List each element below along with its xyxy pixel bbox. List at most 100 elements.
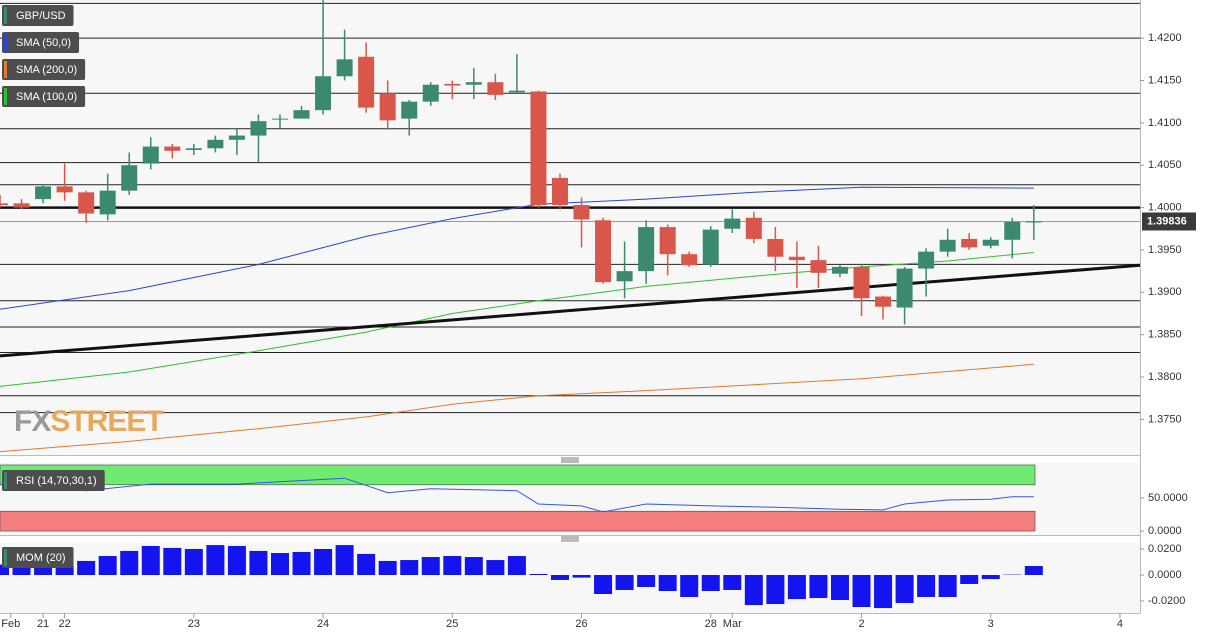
mom-bar — [723, 575, 742, 590]
legend-label: RSI (14,70,30,1) — [16, 475, 97, 487]
mom-bar — [529, 573, 548, 576]
mom-bar — [270, 553, 289, 576]
y-tick-label: 1.4150 — [1148, 74, 1182, 86]
mom-bar — [335, 545, 354, 576]
x-tick-label: 3 — [988, 618, 994, 630]
splitter-handle[interactable] — [561, 457, 579, 463]
sma-line — [0, 363, 1034, 453]
candle-body — [918, 251, 935, 269]
price-panel — [0, 0, 1140, 455]
x-tick-label: 4 — [1117, 618, 1123, 630]
watermark-prefix: FX — [14, 405, 51, 438]
legend-entry: SMA (100,0) — [2, 86, 86, 107]
mom-bar — [830, 575, 849, 600]
candle-body — [551, 177, 568, 206]
legend-swatch — [4, 88, 7, 105]
candle-body — [228, 135, 245, 140]
candle-body — [250, 121, 267, 136]
candle-body — [142, 146, 159, 164]
x-tick-label: Feb — [1, 618, 20, 630]
legend-label: SMA (200,0) — [16, 64, 77, 76]
mom-bar — [12, 564, 31, 576]
candle-body — [78, 192, 95, 214]
candle-body — [831, 266, 848, 274]
candle-body — [465, 82, 482, 85]
overbought-zone — [0, 464, 1036, 486]
mom-bar — [701, 575, 720, 592]
y-tick-label: 1.4200 — [1148, 32, 1182, 44]
candle-body — [336, 59, 353, 77]
mom-bar — [680, 575, 699, 597]
candle-body — [164, 146, 181, 151]
candle-body — [13, 203, 30, 208]
candle-body — [508, 90, 525, 93]
candle-body — [293, 110, 310, 119]
mom-bar — [163, 547, 182, 576]
y-tick-label: -0.0200 — [1148, 595, 1185, 607]
y-tick-label: 1.3900 — [1148, 286, 1182, 298]
mom-bar — [486, 560, 505, 576]
x-tick-label: 26 — [575, 618, 587, 630]
oversold-zone — [0, 510, 1036, 532]
last-price-box — [1142, 212, 1196, 231]
legend-swatch — [4, 472, 7, 489]
mom-bar — [464, 557, 483, 576]
candle-body — [487, 82, 504, 95]
mom-bar — [141, 545, 160, 576]
candle-body — [207, 139, 224, 149]
legend-label: GBP/USD — [16, 10, 66, 22]
candle-body — [659, 227, 676, 255]
legend-box — [2, 59, 86, 80]
sma-line — [0, 252, 1034, 387]
mom-bar — [34, 565, 53, 576]
legend-swatch — [4, 34, 7, 51]
legend-swatch — [4, 549, 7, 566]
x-tick-label: 25 — [446, 618, 458, 630]
mom-bar — [895, 575, 914, 603]
candle-body — [638, 227, 655, 272]
candle-body — [99, 190, 116, 215]
splitter-handle[interactable] — [561, 536, 579, 542]
mom-bar — [550, 575, 569, 580]
mom-bar — [120, 550, 139, 576]
last-price-label: 1.39836 — [1147, 215, 1187, 227]
candle-body — [595, 220, 612, 283]
y-tick-label: 1.3850 — [1148, 329, 1182, 341]
mom-bar — [421, 557, 440, 576]
legend-label: SMA (100,0) — [16, 91, 77, 103]
candle-body — [422, 84, 439, 102]
mom-bar — [809, 575, 828, 599]
legend-entry: RSI (14,70,30,1) — [2, 470, 105, 491]
watermark: FXSTREET — [14, 405, 163, 438]
mom-bar — [637, 575, 656, 587]
mom-bar — [357, 553, 376, 576]
x-tick-label: 22 — [58, 618, 70, 630]
candle-body — [56, 186, 73, 193]
mom-bar — [917, 575, 936, 597]
mom-bar — [960, 575, 979, 584]
rsi-line — [0, 477, 1034, 513]
candle-body — [1004, 221, 1021, 240]
trend-line — [0, 263, 1141, 358]
legend-swatch — [4, 61, 7, 78]
mom-bar — [55, 565, 74, 576]
legend-entry: MOM (20) — [2, 547, 74, 568]
mom-bar — [981, 575, 1000, 580]
candle-body — [810, 260, 827, 273]
mom-bar — [443, 556, 462, 576]
mom-bar — [314, 548, 333, 576]
legend-entry: GBP/USD — [2, 5, 74, 26]
candle-body — [444, 83, 461, 86]
mom-bar — [787, 575, 806, 600]
x-tick-label: Mar — [723, 618, 742, 630]
mom-bar — [766, 575, 785, 605]
sma-line — [0, 186, 1034, 310]
y-tick-label: 1.3800 — [1148, 371, 1182, 383]
candle-body — [767, 238, 784, 257]
y-tick-label: 1.3750 — [1148, 413, 1182, 425]
legend-box — [2, 547, 74, 568]
mom-bar — [249, 550, 268, 576]
x-tick-label: 21 — [37, 618, 49, 630]
y-tick-label: 0.0000 — [1148, 525, 1182, 537]
candle-body — [616, 271, 633, 282]
